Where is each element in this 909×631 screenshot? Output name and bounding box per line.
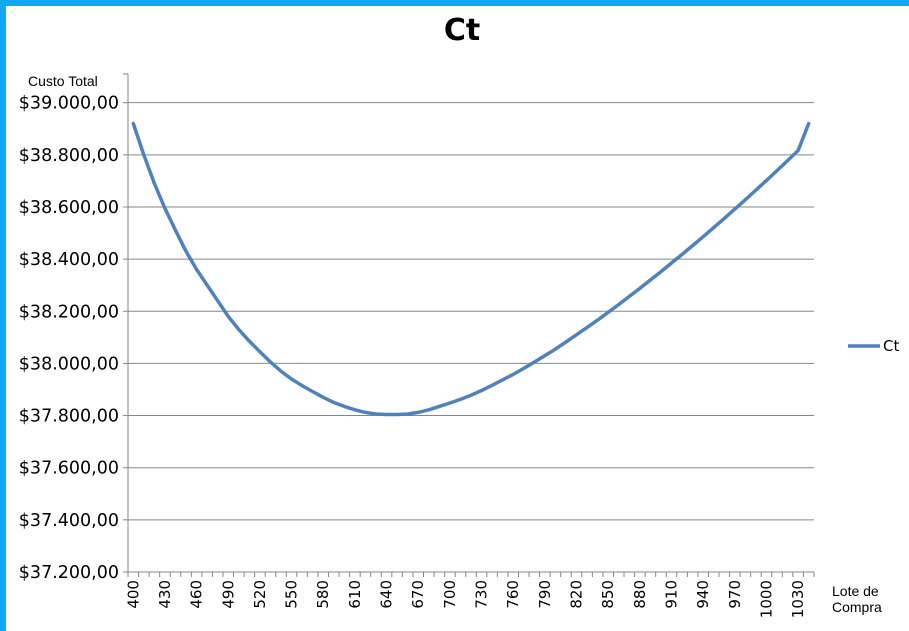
y-tick-label: $37.800,00: [19, 407, 119, 427]
series-lines: [131, 121, 811, 417]
x-tick-labels: 400 430 460 490 520 550 580 610 640 670 700 730 760 7…: [124, 580, 807, 618]
y-axis-title: Custo Total: [28, 73, 98, 89]
x-tick-label: 910: [663, 580, 681, 609]
x-tick-label: 430: [156, 580, 174, 609]
x-tick-label: 550: [283, 580, 301, 609]
y-tick-label: $38.600,00: [19, 198, 119, 218]
x-tick-label: 520: [251, 580, 269, 609]
x-tick-label: 640: [378, 580, 396, 609]
x-tick-label: 970: [726, 580, 744, 609]
x-tick-label: 1000: [758, 580, 776, 618]
x-tick-label: 790: [536, 580, 554, 609]
x-tick-label: 940: [694, 580, 712, 609]
legend: Ct: [848, 337, 899, 355]
y-tick-label: $38.800,00: [19, 146, 119, 166]
line-chart: Ct Custo Total Lote de Compra $37.200,00…: [19, 13, 900, 618]
y-tick-label: $37.600,00: [19, 459, 119, 479]
x-axis-title: Lote de Compra: [832, 583, 883, 615]
y-tick-label: $37.400,00: [19, 511, 119, 531]
x-tick-label: 820: [568, 580, 586, 609]
y-tick-label: $38.000,00: [19, 354, 119, 374]
y-tick-label: $39.000,00: [19, 94, 119, 114]
y-tick-label: $38.400,00: [19, 250, 119, 270]
x-tick-label: 490: [219, 580, 237, 609]
gridlines: [128, 102, 814, 521]
chart-title: Ct: [444, 13, 480, 48]
x-tick-label: 580: [314, 580, 332, 609]
y-tick-label: $37.200,00: [19, 563, 119, 583]
x-tick-label: 460: [188, 580, 206, 609]
axes: [123, 73, 815, 577]
x-tick-label: 670: [409, 580, 427, 609]
legend-label-ct: Ct: [883, 337, 899, 355]
x-tick-label: 880: [631, 580, 649, 609]
y-tick-labels: $37.200,00 $37.400,00 $37.600,00 $37.800,00…: [19, 94, 119, 583]
x-tick-label: 850: [599, 580, 617, 609]
x-tick-label: 400: [124, 580, 142, 609]
x-tick-label: 760: [504, 580, 522, 609]
x-tick-label: 1030: [789, 580, 807, 618]
x-tick-label: 610: [346, 580, 364, 609]
x-tick-label: 700: [441, 580, 459, 609]
series-line-ct: [131, 121, 811, 417]
y-tick-label: $38.200,00: [19, 302, 119, 322]
chart-frame: Ct Custo Total Lote de Compra $37.200,00…: [6, 6, 909, 631]
x-tick-label: 730: [473, 580, 491, 609]
